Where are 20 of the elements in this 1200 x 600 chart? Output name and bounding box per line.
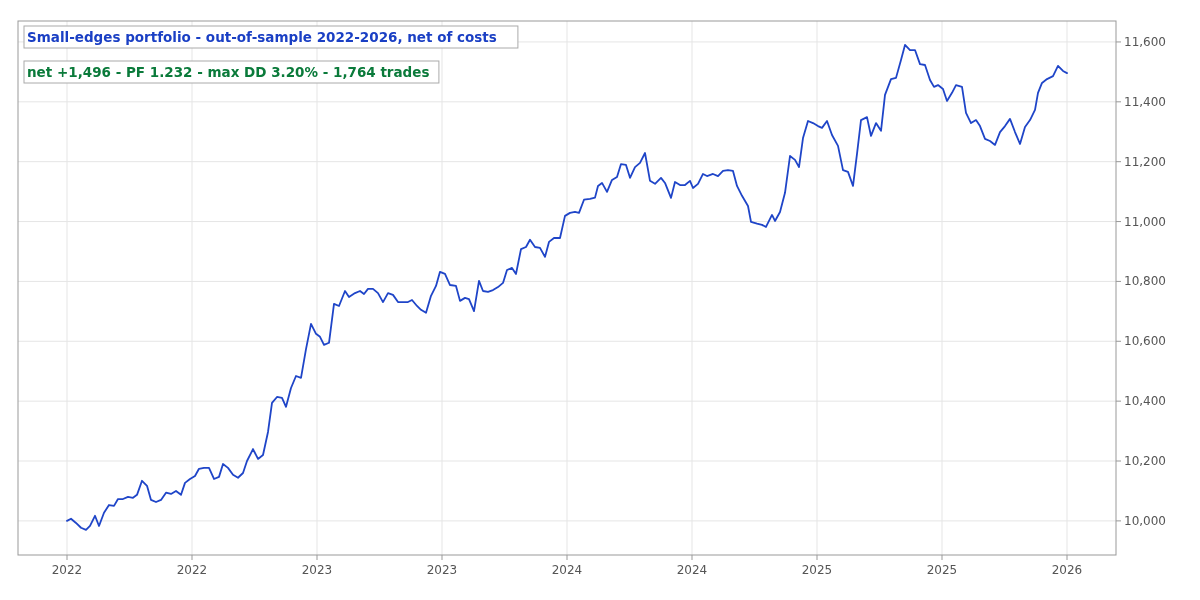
x-tick-label: 2023 bbox=[426, 563, 458, 577]
y-tick-label: 10,000 bbox=[1124, 513, 1166, 528]
x-tick-label: 2022 bbox=[176, 563, 208, 577]
text: net +1,496 - PF 1.232 - max DD 3.20% - 1,764 trades bbox=[27, 64, 430, 80]
x-tick-label: 2025 bbox=[801, 563, 833, 577]
y-tick-label: 10,400 bbox=[1124, 394, 1166, 409]
y-tick-label: 10,800 bbox=[1124, 274, 1166, 289]
x-tick-label: 2022 bbox=[51, 563, 83, 577]
x-tick-label: 2025 bbox=[926, 563, 958, 577]
y-tick-label: 11,200 bbox=[1124, 154, 1166, 169]
y-tick-label: 11,400 bbox=[1124, 94, 1166, 109]
x-tick-label: 2026 bbox=[1051, 563, 1083, 577]
y-tick-label: 11,600 bbox=[1124, 34, 1166, 49]
text: Small-edges portfolio - out-of-sample 2022-2026, net of costs bbox=[27, 29, 497, 45]
y-tick-label: 10,600 bbox=[1124, 334, 1166, 349]
x-tick-label: 2024 bbox=[551, 563, 583, 577]
y-tick-label: 10,200 bbox=[1124, 454, 1166, 469]
x-tick-label: 2024 bbox=[676, 563, 708, 577]
x-tick-label: 2023 bbox=[301, 563, 333, 577]
y-tick-label: 11,000 bbox=[1124, 214, 1166, 229]
